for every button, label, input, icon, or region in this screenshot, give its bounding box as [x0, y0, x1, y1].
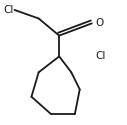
Text: Cl: Cl: [95, 51, 106, 61]
Text: O: O: [95, 18, 104, 28]
Text: Cl: Cl: [3, 5, 13, 15]
